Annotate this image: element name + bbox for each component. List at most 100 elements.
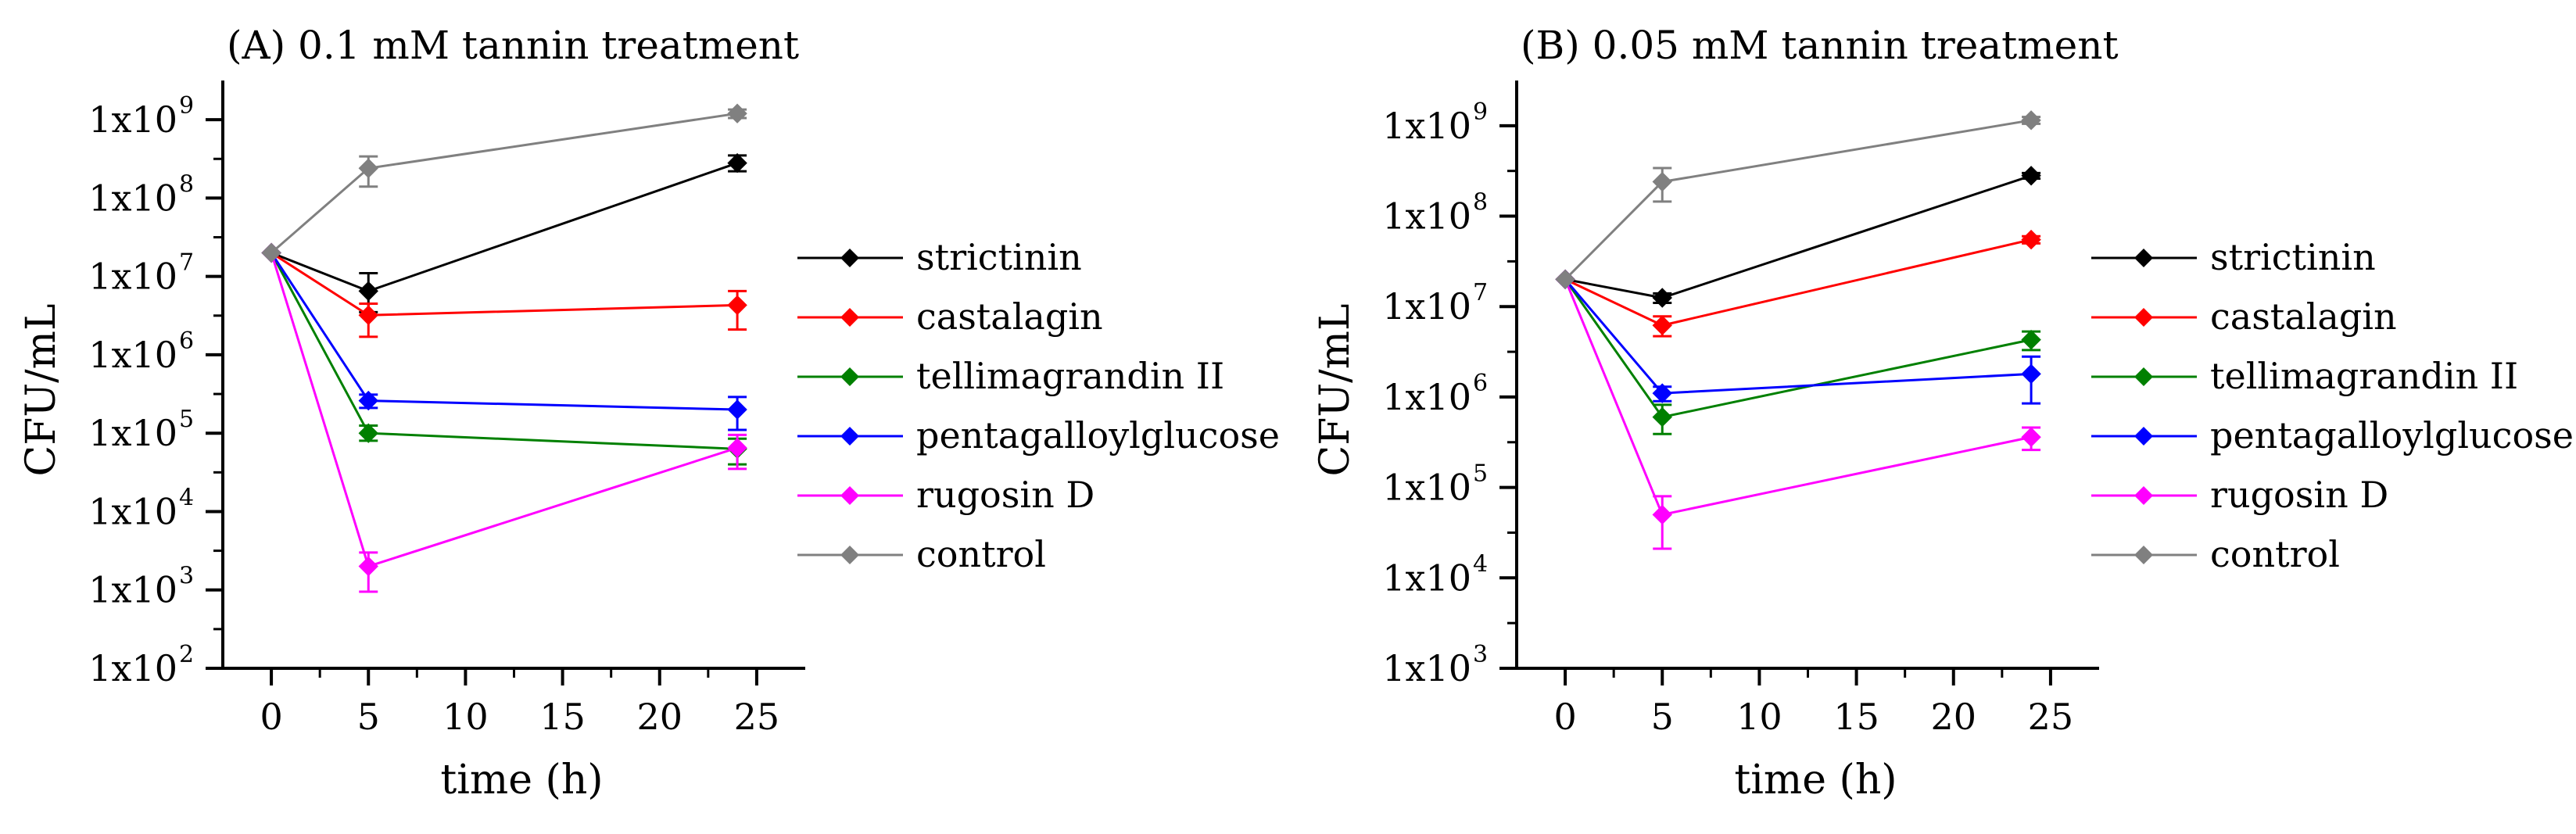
x-tick-label: 10 (442, 696, 489, 738)
data-point (1555, 269, 1575, 290)
legend-marker (2134, 486, 2153, 505)
y-tick-exponent: 6 (1473, 370, 1488, 397)
y-tick-label: 1x10 (1382, 467, 1471, 509)
y-tick-exponent: 3 (179, 563, 194, 590)
legend-label: tellimagrandin II (2210, 355, 2518, 397)
x-axis-label: time (h) (440, 757, 603, 804)
legend-label: pentagalloylglucose (916, 414, 1280, 456)
y-axis-label: CFU/mL (1312, 303, 1359, 476)
chart-panel-1: (B) 0.05 mM tannin treatment 0 5 10 15 20 25 1x… (1312, 23, 2574, 804)
data-point (727, 438, 747, 458)
series-line (1564, 278, 2032, 419)
series-control (1555, 110, 2041, 290)
data-point (727, 295, 747, 316)
legend-marker (2134, 308, 2153, 327)
legend-marker (840, 308, 859, 327)
y-tick-exponent: 4 (179, 484, 194, 511)
x-tick-label: 0 (1553, 696, 1576, 738)
y-tick-exponent: 8 (1473, 189, 1488, 217)
series-line (270, 252, 738, 317)
y-tick-exponent: 9 (1473, 98, 1488, 126)
series-pentagalloylglucose (261, 242, 747, 431)
y-tick-label: 1x10 (88, 177, 177, 219)
y-tick-exponent: 4 (1473, 550, 1488, 578)
chart-title: (A) 0.1 mM tannin treatment (227, 23, 799, 68)
data-point (358, 423, 378, 443)
data-point (2021, 229, 2041, 250)
chart-title: (B) 0.05 mM tannin treatment (1521, 23, 2119, 68)
y-tick-label: 1x10 (1382, 557, 1471, 599)
series-line (1564, 278, 2032, 395)
y-axis-label: CFU/mL (18, 303, 65, 476)
y-tick-exponent: 7 (179, 249, 194, 277)
legend-label: strictinin (916, 236, 1082, 278)
data-point (261, 242, 281, 263)
series-control (261, 103, 747, 263)
y-tick-label: 1x10 (1382, 647, 1471, 689)
data-point (1652, 315, 1672, 335)
x-tick-label: 25 (2028, 696, 2074, 738)
data-point (2021, 110, 2041, 131)
y-tick-exponent: 5 (179, 406, 194, 433)
data-point (2021, 329, 2041, 350)
x-tick-label: 5 (357, 696, 380, 738)
y-tick-label: 1x10 (88, 412, 177, 454)
legend-marker (840, 249, 859, 267)
series-rugosin-D (1555, 269, 2041, 550)
data-point (1652, 171, 1672, 192)
data-point (358, 390, 378, 411)
legend-marker (840, 546, 859, 564)
y-tick-exponent: 2 (179, 641, 194, 668)
legend-marker (840, 427, 859, 446)
x-tick-label: 15 (539, 696, 586, 738)
series-line (270, 112, 738, 254)
series-rugosin-D (261, 242, 747, 593)
series-line (270, 252, 738, 568)
series-castalagin (261, 242, 747, 338)
legend-marker (840, 367, 859, 386)
data-point (2021, 427, 2041, 447)
series-strictinin (261, 152, 747, 313)
legend-label: tellimagrandin II (916, 355, 1224, 397)
legend-label: control (2210, 533, 2340, 575)
legend-marker (2134, 367, 2153, 386)
data-point (1652, 288, 1672, 308)
y-tick-exponent: 7 (1473, 279, 1488, 306)
legend-label: rugosin D (916, 474, 1095, 516)
data-point (358, 158, 378, 178)
x-tick-label: 15 (1833, 696, 1879, 738)
x-tick-label: 25 (734, 696, 780, 738)
y-tick-label: 1x10 (88, 256, 177, 298)
x-tick-label: 20 (636, 696, 683, 738)
series-line (270, 162, 738, 293)
y-tick-label: 1x10 (88, 490, 177, 532)
data-point (2021, 166, 2041, 186)
legend-marker (2134, 249, 2153, 267)
y-tick-label: 1x10 (1382, 376, 1471, 418)
y-tick-label: 1x10 (88, 334, 177, 376)
legend-label: pentagalloylglucose (2210, 414, 2574, 456)
y-tick-exponent: 9 (179, 92, 194, 120)
x-tick-label: 5 (1651, 696, 1674, 738)
y-tick-exponent: 6 (179, 328, 194, 355)
y-tick-label: 1x10 (88, 569, 177, 611)
y-tick-label: 1x10 (1382, 105, 1471, 147)
series-pentagalloylglucose (1555, 269, 2041, 405)
legend-label: control (916, 533, 1046, 575)
x-tick-label: 10 (1736, 696, 1782, 738)
data-point (1652, 406, 1672, 428)
y-tick-exponent: 3 (1473, 641, 1488, 668)
y-tick-label: 1x10 (1382, 285, 1471, 328)
x-axis-label: time (h) (1734, 757, 1897, 804)
series-line (270, 252, 738, 411)
x-tick-label: 0 (260, 696, 282, 738)
series-line (1564, 278, 2032, 517)
legend-label: rugosin D (2210, 474, 2388, 516)
legend-marker (2134, 427, 2153, 446)
data-point (1652, 504, 1672, 525)
data-point (727, 152, 747, 174)
x-tick-label: 20 (1930, 696, 1976, 738)
series-line (1564, 174, 2032, 299)
